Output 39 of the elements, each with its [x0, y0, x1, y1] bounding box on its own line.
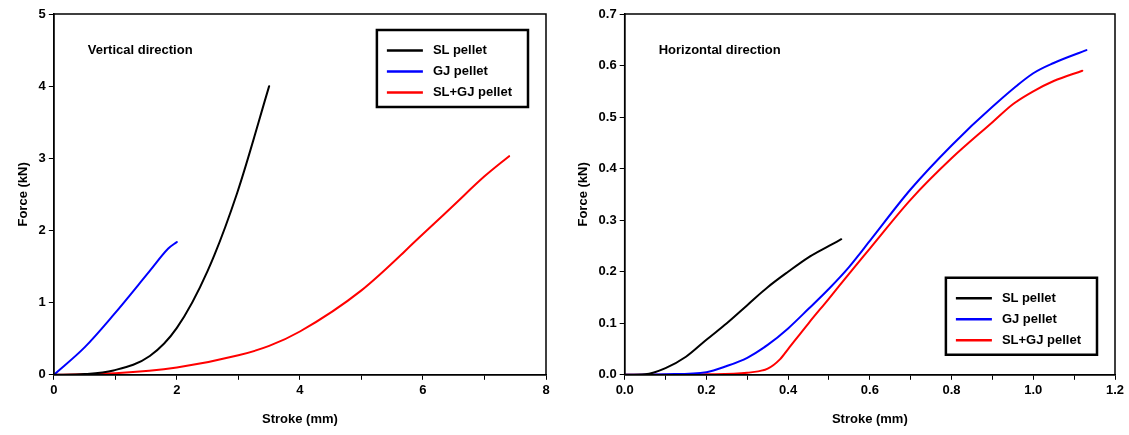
y-tick-label: 0.3 — [598, 211, 617, 227]
legend-label: SL pellet — [432, 42, 488, 58]
legend-label: SL pellet — [1001, 289, 1057, 305]
y-tick-label: 0.0 — [598, 366, 617, 382]
legend-label: GJ pellet — [432, 63, 489, 79]
x-tick-label: 2 — [173, 382, 181, 398]
legend-label: SL+GJ pellet — [432, 84, 513, 100]
y-axis-title: Force (kN) — [15, 162, 31, 227]
y-tick-label: 0.5 — [598, 108, 617, 124]
y-tick-label: 1 — [38, 294, 46, 310]
y-tick-label: 5 — [38, 5, 46, 21]
x-tick-label: 1.2 — [1105, 382, 1125, 398]
x-tick-label: 0.6 — [860, 382, 879, 398]
x-tick-label: 0.2 — [697, 382, 716, 398]
x-tick-label: 0 — [50, 382, 58, 398]
legend-label: GJ pellet — [1001, 310, 1058, 326]
x-tick-label: 1.0 — [1024, 382, 1043, 398]
y-tick-label: 0.7 — [598, 5, 617, 21]
line-series — [53, 241, 178, 375]
x-tick-label: 8 — [542, 382, 550, 398]
y-tick-label: 2 — [38, 222, 46, 238]
annotation: Vertical direction — [87, 42, 193, 58]
y-tick-label: 0 — [38, 366, 46, 382]
x-tick-label: 6 — [419, 382, 427, 398]
x-tick-label: 0.4 — [779, 382, 798, 398]
x-tick-label: 0.0 — [615, 382, 634, 398]
y-axis-title: Force (kN) — [575, 162, 591, 227]
y-tick-label: 0.2 — [598, 263, 617, 279]
y-tick-label: 3 — [38, 149, 46, 165]
y-tick-label: 0.1 — [598, 314, 617, 330]
x-tick-label: 0.8 — [942, 382, 961, 398]
y-tick-label: 0.6 — [598, 57, 617, 73]
x-axis-title: Stroke (mm) — [261, 410, 338, 426]
x-tick-label: 4 — [296, 382, 305, 398]
x-axis-title: Stroke (mm) — [831, 410, 908, 426]
y-tick-label: 0.4 — [598, 160, 618, 176]
annotation: Horizontal direction — [658, 42, 781, 58]
legend-label: SL+GJ pellet — [1001, 331, 1082, 347]
y-tick-label: 4 — [38, 77, 47, 93]
